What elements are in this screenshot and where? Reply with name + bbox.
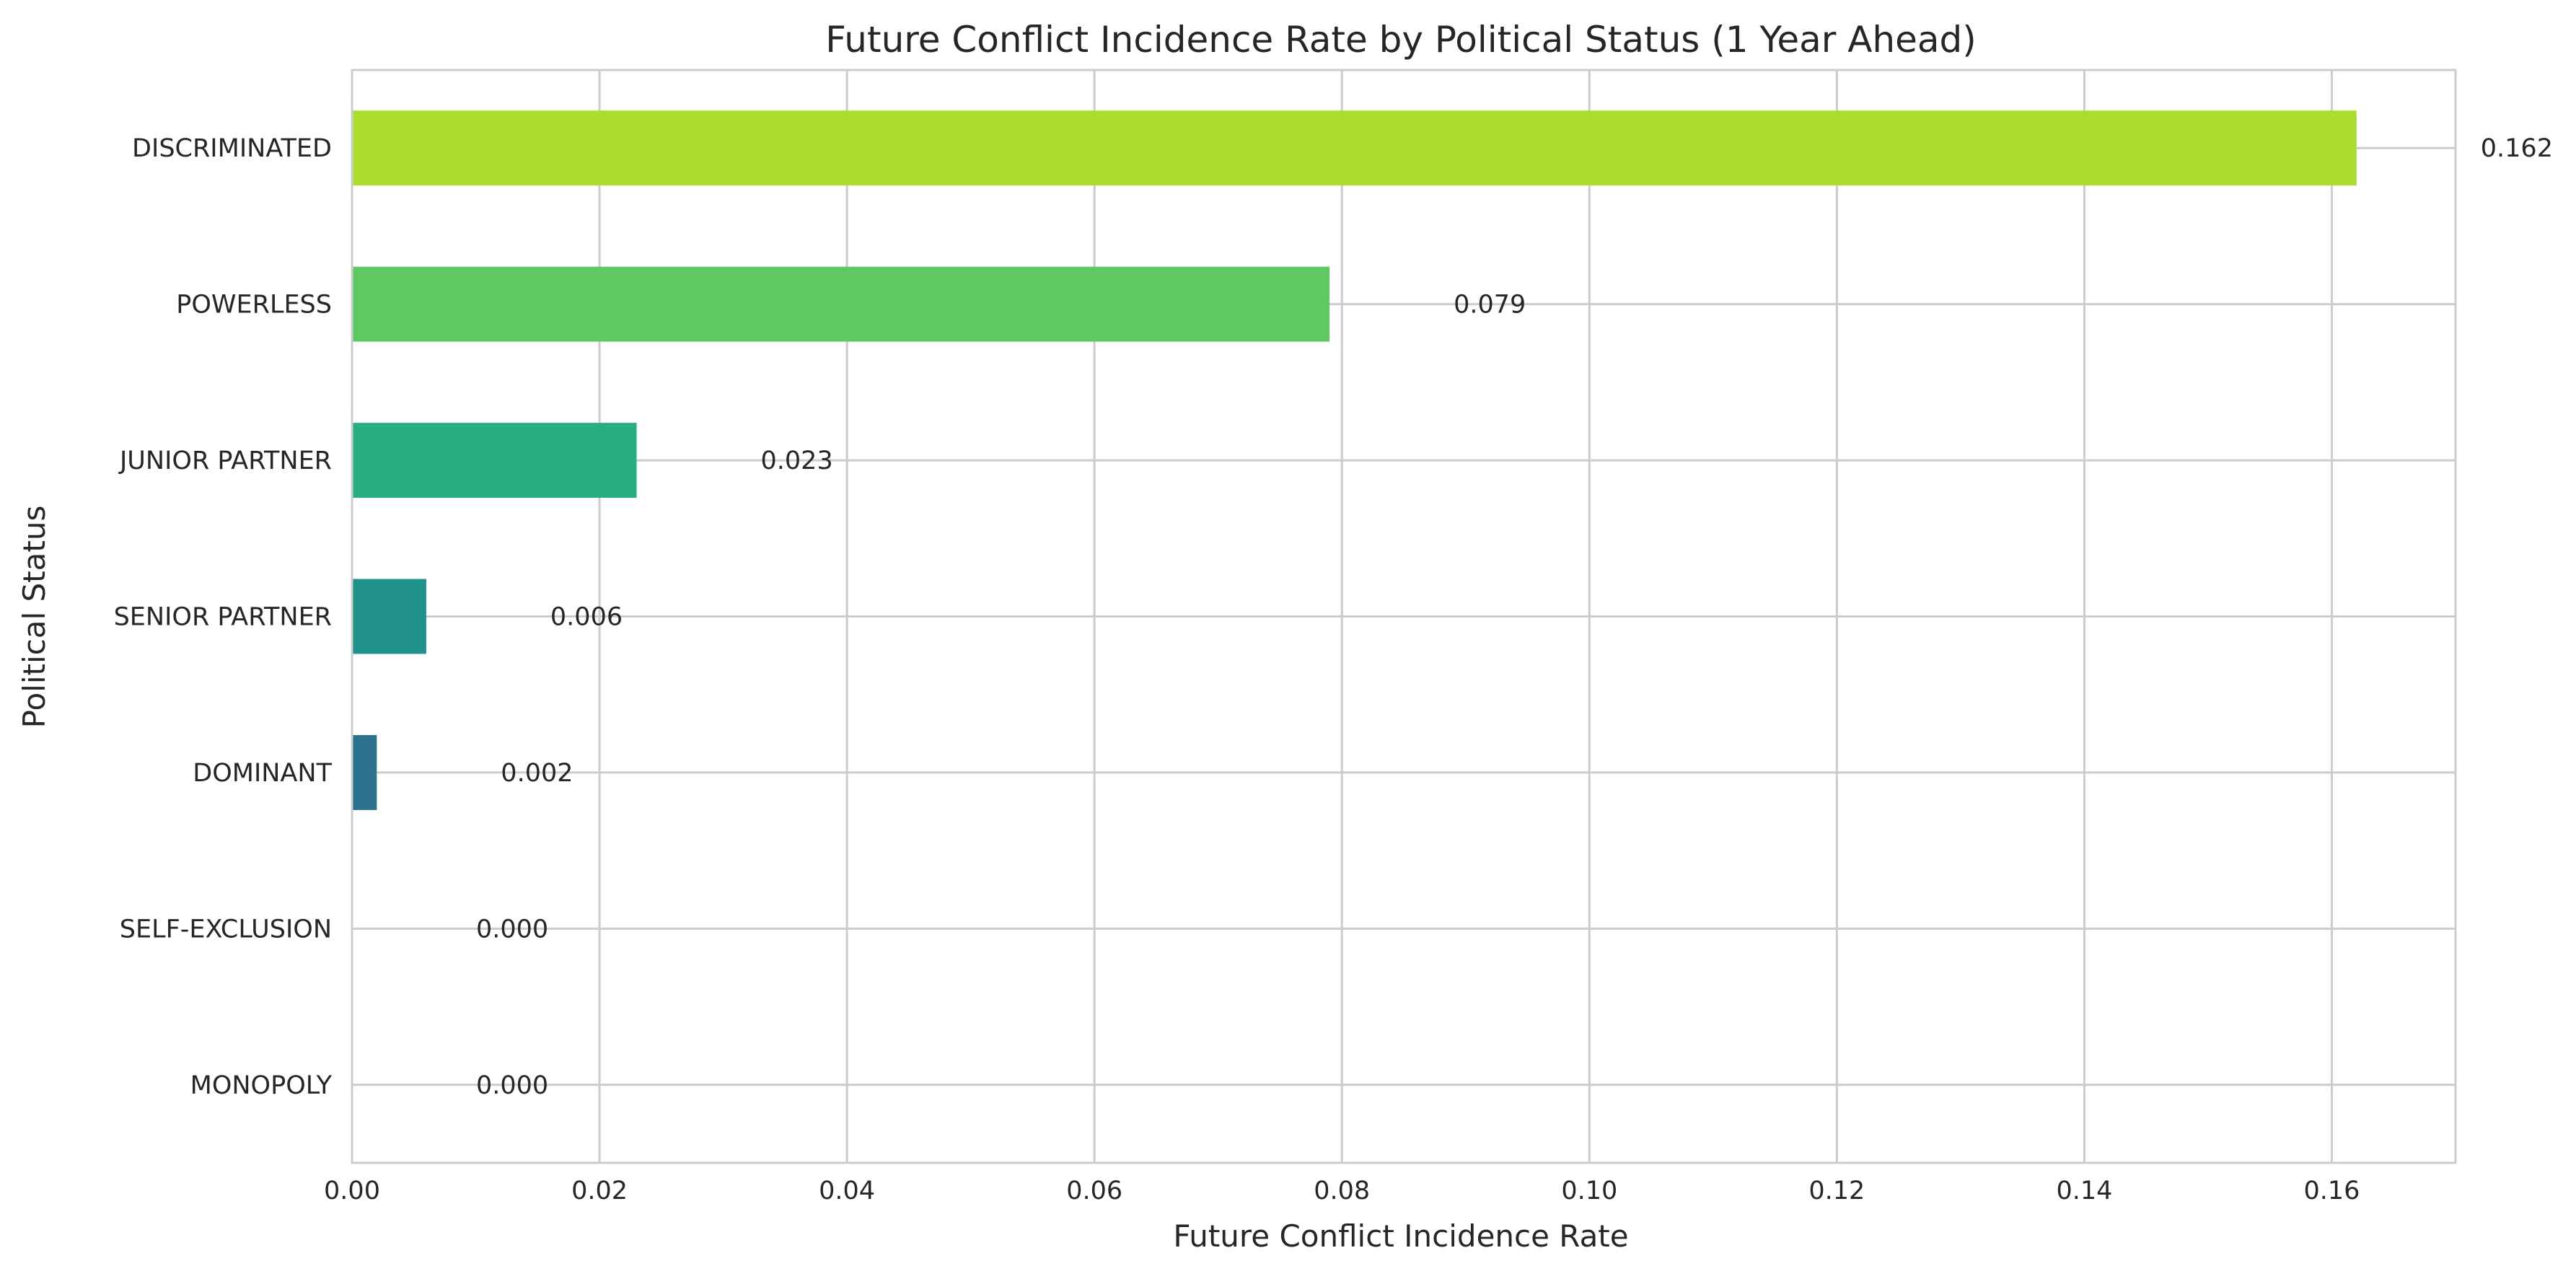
y-tick-label: POWERLESS — [176, 291, 332, 320]
data-label: 0.000 — [476, 915, 548, 944]
x-tick-label: 0.10 — [1561, 1177, 1617, 1205]
x-tick-label: 0.00 — [324, 1177, 380, 1205]
y-tick-label: DISCRIMINATED — [132, 134, 332, 163]
data-label: 0.162 — [2481, 134, 2553, 163]
x-tick-label: 0.06 — [1066, 1177, 1122, 1205]
tick-layer: 0.00 0.02 0.04 0.06 0.08 0.10 0.12 0.14 0.16 DISC… — [114, 134, 2360, 1205]
x-axis-label: Future Conflict Incidence Rate — [1173, 1218, 1628, 1254]
x-tick-label: 0.16 — [2304, 1177, 2360, 1205]
y-tick-label: DOMINANT — [193, 759, 332, 788]
y-tick-label: JUNIOR PARTNER — [118, 447, 332, 475]
data-label: 0.006 — [550, 603, 623, 632]
label-layer: 0.162 0.079 0.023 0.006 0.002 0.000 0.000 — [476, 134, 2553, 1100]
bar — [352, 110, 2357, 186]
grid-layer — [351, 70, 2456, 1163]
x-tick-label: 0.04 — [819, 1177, 875, 1205]
x-tick-label: 0.08 — [1314, 1177, 1370, 1205]
data-label: 0.079 — [1454, 291, 1526, 320]
x-tick-label: 0.12 — [1808, 1177, 1865, 1205]
x-tick-label: 0.02 — [571, 1177, 628, 1205]
x-tick-label: 0.14 — [2056, 1177, 2112, 1205]
plot-frame — [351, 69, 2457, 1164]
y-tick-label: SELF-EXCLUSION — [120, 915, 332, 944]
bar — [352, 266, 1330, 342]
y-tick-label: SENIOR PARTNER — [114, 603, 332, 632]
data-label: 0.002 — [501, 759, 573, 788]
data-label: 0.000 — [476, 1071, 548, 1100]
bar — [352, 579, 426, 654]
y-axis-label: Political Status — [17, 506, 52, 729]
data-label: 0.023 — [761, 447, 833, 475]
bar — [352, 423, 637, 498]
y-tick-label: MONOPOLY — [190, 1071, 333, 1100]
bar — [352, 734, 377, 810]
bar-layer — [352, 110, 2357, 810]
chart-title: Future Conflict Incidence Rate by Politi… — [825, 19, 1976, 61]
